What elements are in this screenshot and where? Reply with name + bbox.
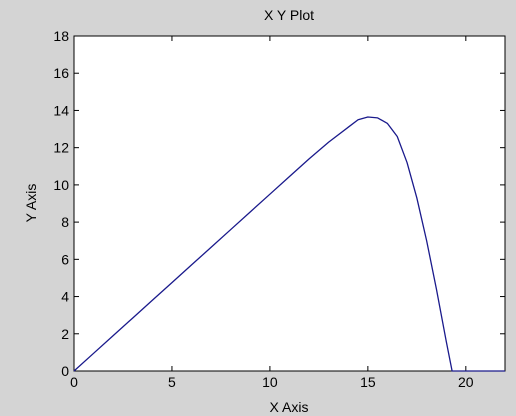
plot-area bbox=[73, 35, 506, 372]
y-tick-label: 14 bbox=[53, 102, 69, 118]
y-tick-label: 16 bbox=[53, 65, 69, 81]
x-tick-label: 5 bbox=[168, 374, 176, 390]
chart-title: X Y Plot bbox=[264, 7, 314, 23]
series-layer bbox=[73, 116, 505, 372]
y-tick-label: 6 bbox=[61, 251, 69, 267]
x-tick-label: 15 bbox=[360, 374, 376, 390]
y-tick-label: 0 bbox=[61, 363, 69, 379]
x-tick-label: 20 bbox=[458, 374, 474, 390]
y-tick-label: 18 bbox=[53, 28, 69, 44]
series-line-1 bbox=[73, 116, 505, 372]
x-axis-label: X Axis bbox=[270, 399, 309, 415]
y-tick-label: 4 bbox=[61, 289, 69, 305]
x-tick-label: 0 bbox=[70, 374, 78, 390]
y-tick-label: 12 bbox=[53, 140, 69, 156]
y-tick-label: 2 bbox=[61, 326, 69, 342]
y-axis-label: Y Axis bbox=[23, 184, 39, 223]
y-tick-label: 10 bbox=[53, 177, 69, 193]
x-tick-label: 10 bbox=[262, 374, 278, 390]
x-tick-group: 0 5 10 15 20 bbox=[70, 36, 474, 390]
y-tick-group: 0 2 4 6 8 10 12 14 16 18 bbox=[53, 28, 505, 379]
y-tick-label: 8 bbox=[61, 214, 69, 230]
